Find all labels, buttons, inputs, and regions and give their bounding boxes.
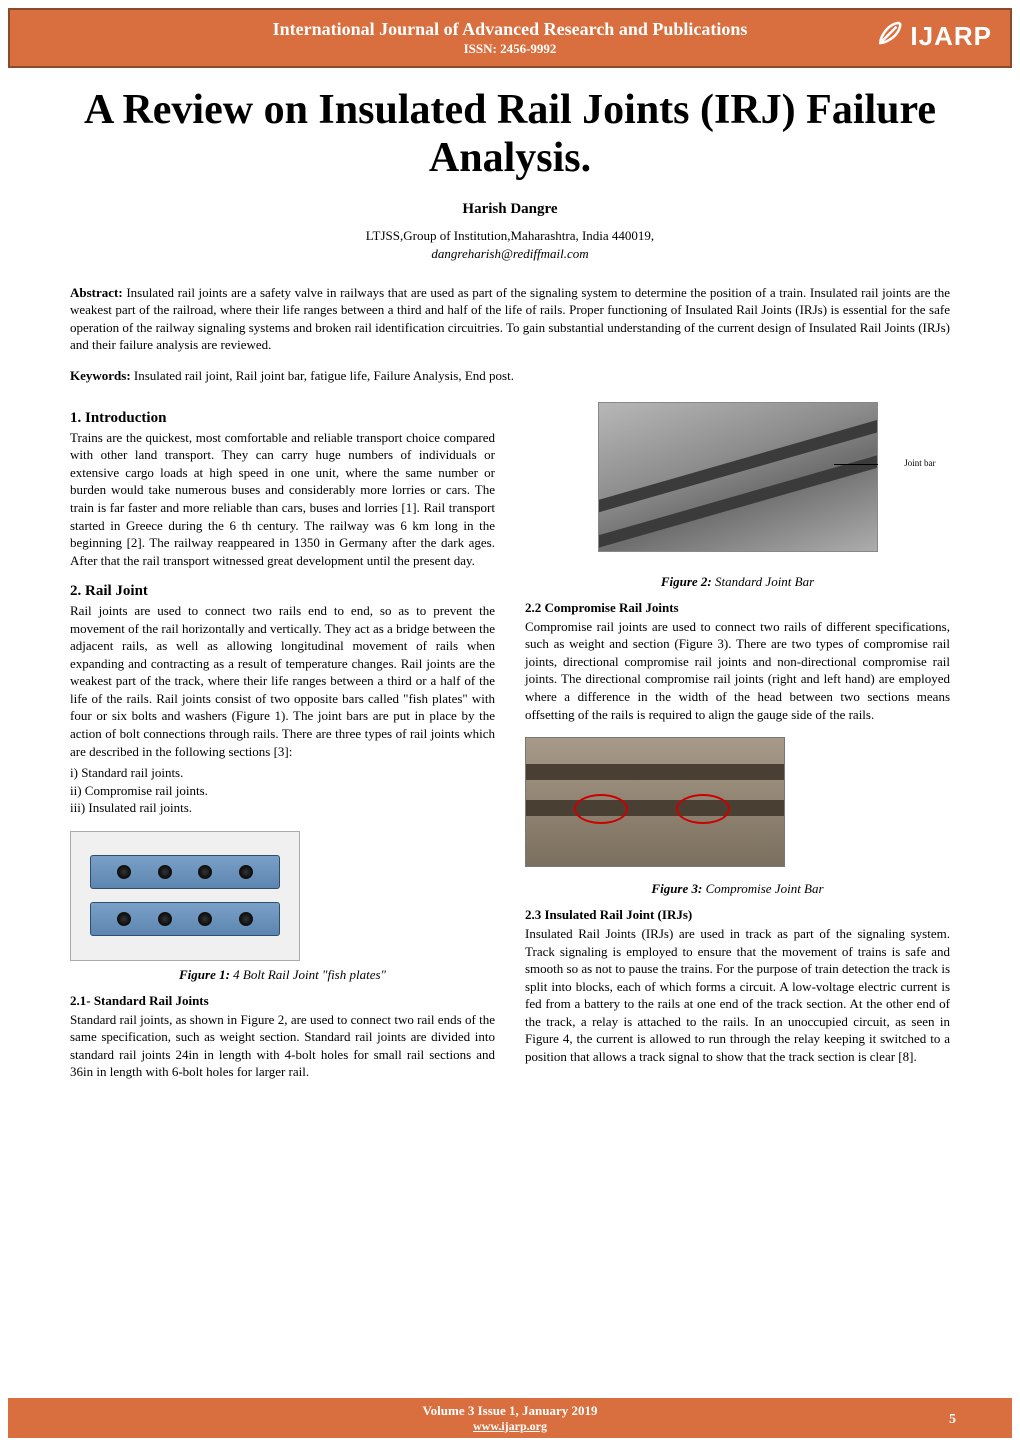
highlight-circle-icon [574, 794, 628, 824]
bolt-icon [117, 865, 131, 879]
section-2-text: Rail joints are used to connect two rail… [70, 602, 495, 760]
bolt-icon [198, 865, 212, 879]
footer-bar: Volume 3 Issue 1, January 2019 www.ijarp… [210, 1398, 810, 1438]
brand-text: IJARP [910, 21, 992, 52]
figure-3-label: Figure 3: [651, 881, 702, 896]
section-2-1-head: 2.1- Standard Rail Joints [70, 993, 495, 1009]
list-item-insulated: iii) Insulated rail joints. [70, 799, 495, 817]
journal-name: International Journal of Advanced Resear… [273, 18, 748, 41]
figure-1-label: Figure 1: [179, 967, 230, 982]
keywords-block: Keywords: Insulated rail joint, Rail joi… [70, 368, 950, 384]
issn-line: ISSN: 2456-9992 [273, 41, 748, 58]
author-name: Harish Dangre [0, 201, 1020, 218]
keywords-text: Insulated rail joint, Rail joint bar, fa… [134, 368, 514, 383]
section-2-2-head: 2.2 Compromise Rail Joints [525, 600, 950, 616]
affiliation: LTJSS,Group of Institution,Maharashtra, … [0, 228, 1020, 244]
footer-url[interactable]: www.ijarp.org [473, 1419, 547, 1434]
section-1-text: Trains are the quickest, most comfortabl… [70, 429, 495, 569]
section-2-1-text: Standard rail joints, as shown in Figure… [70, 1011, 495, 1081]
list-item-standard: i) Standard rail joints. [70, 764, 495, 782]
keywords-label: Keywords: [70, 368, 131, 383]
fishplate-bottom [90, 902, 280, 936]
author-email: dangreharish@rediffmail.com [0, 246, 1020, 262]
header-text-block: International Journal of Advanced Resear… [273, 18, 748, 58]
rail-joint-types-list: i) Standard rail joints. ii) Compromise … [70, 764, 495, 817]
figure-3-caption: Figure 3: Compromise Joint Bar [525, 881, 950, 897]
highlight-circle-icon [676, 794, 730, 824]
abstract-label: Abstract: [70, 285, 123, 300]
bolt-icon [198, 912, 212, 926]
abstract-text: Insulated rail joints are a safety valve… [70, 285, 950, 353]
feather-icon [874, 18, 904, 54]
joint-bar-pointer-line [834, 464, 878, 465]
paper-title: A Review on Insulated Rail Joints (IRJ) … [70, 86, 950, 183]
journal-header-bar: International Journal of Advanced Resear… [8, 8, 1012, 68]
section-2-3-head: 2.3 Insulated Rail Joint (IRJs) [525, 907, 950, 923]
rail-graphic [526, 800, 784, 816]
figure-2-caption: Figure 2: Standard Joint Bar [525, 574, 950, 590]
figure-3-caption-text: Compromise Joint Bar [706, 881, 824, 896]
figure-1: Figure 1: 4 Bolt Rail Joint "fish plates… [70, 831, 495, 983]
brand-logo: IJARP [874, 18, 992, 54]
figure-2-wrap: Joint bar [598, 402, 878, 552]
fishplate-top [90, 855, 280, 889]
figure-2-image [598, 402, 878, 552]
section-2-3-text: Insulated Rail Joints (IRJs) are used in… [525, 925, 950, 1065]
two-column-layout: 1. Introduction Trains are the quickest,… [70, 402, 950, 1085]
figure-2-label: Figure 2: [661, 574, 712, 589]
figure-3: Figure 3: Compromise Joint Bar [525, 737, 950, 897]
abstract-block: Abstract: Insulated rail joints are a sa… [70, 284, 950, 354]
content-area: Abstract: Insulated rail joints are a sa… [0, 284, 1020, 1085]
bolt-icon [117, 912, 131, 926]
rail-graphic [526, 764, 784, 780]
section-2-2-text: Compromise rail joints are used to conne… [525, 618, 950, 723]
left-column: 1. Introduction Trains are the quickest,… [70, 402, 495, 1085]
footer-issue: Volume 3 Issue 1, January 2019 [422, 1403, 597, 1419]
bolt-icon [158, 865, 172, 879]
figure-2: Joint bar Figure 2: Standard Joint Bar [525, 402, 950, 590]
page: International Journal of Advanced Resear… [0, 8, 1020, 1450]
bolt-icon [239, 912, 253, 926]
list-item-compromise: ii) Compromise rail joints. [70, 782, 495, 800]
figure-2-caption-text: Standard Joint Bar [715, 574, 814, 589]
figure-3-image [525, 737, 785, 867]
bolt-icon [158, 912, 172, 926]
page-number: 5 [949, 1412, 956, 1428]
rail-line-graphic [598, 410, 878, 515]
section-1-head: 1. Introduction [70, 410, 495, 427]
figure-1-image [70, 831, 300, 961]
figure-1-caption: Figure 1: 4 Bolt Rail Joint "fish plates… [70, 967, 495, 983]
right-column: Joint bar Figure 2: Standard Joint Bar 2… [525, 402, 950, 1085]
bolt-icon [239, 865, 253, 879]
figure-1-caption-text: 4 Bolt Rail Joint "fish plates" [233, 967, 386, 982]
section-2-head: 2. Rail Joint [70, 583, 495, 600]
joint-bar-pointer-label: Joint bar [904, 458, 935, 468]
